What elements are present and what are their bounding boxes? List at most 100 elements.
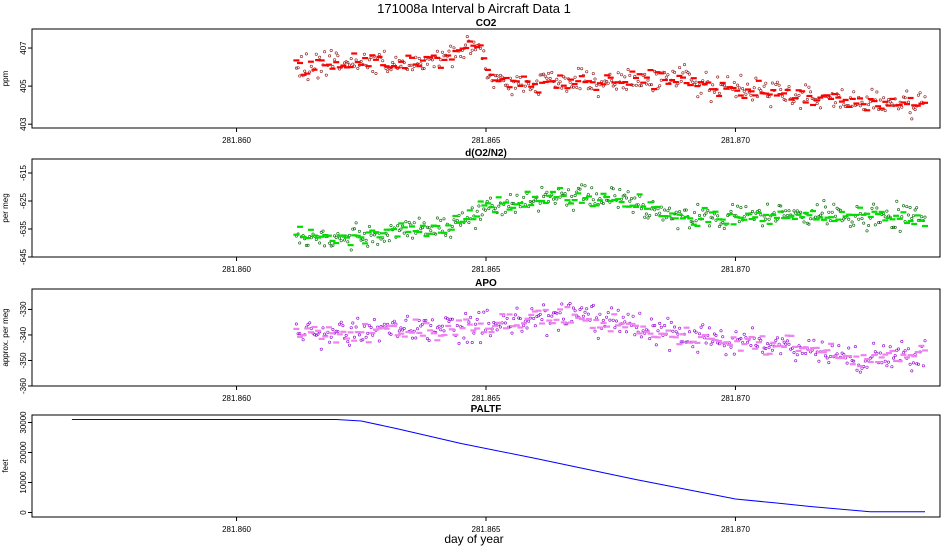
data-point (469, 315, 473, 319)
data-point (734, 330, 738, 334)
data-point (626, 190, 630, 194)
y-axis-label: feet (1, 459, 10, 473)
data-point (488, 196, 492, 200)
data-point (746, 82, 750, 86)
data-point (583, 184, 587, 188)
data-point (878, 98, 882, 102)
data-point (542, 72, 546, 76)
data-point (717, 225, 721, 229)
data-point (651, 324, 655, 328)
y-tick-label: -625 (19, 192, 28, 209)
data-point (556, 82, 560, 86)
data-point (610, 79, 614, 83)
data-point (908, 206, 912, 210)
data-point (464, 43, 468, 47)
data-point (774, 82, 778, 86)
data-point (485, 308, 489, 312)
data-point (369, 233, 373, 237)
data-point (590, 186, 594, 190)
data-point (598, 312, 602, 316)
data-point (580, 183, 584, 187)
data-point (369, 55, 373, 59)
data-point (449, 44, 453, 48)
data-point (921, 364, 925, 368)
data-point (611, 187, 615, 191)
data-point (329, 48, 333, 52)
data-point (908, 362, 912, 366)
data-point (575, 85, 579, 89)
x-tick-label: 281.870 (721, 394, 750, 403)
data-point (550, 71, 554, 75)
data-point (804, 83, 808, 87)
data-point (387, 239, 391, 243)
data-point (573, 75, 577, 79)
data-point (656, 86, 660, 90)
x-tick-label: 281.865 (472, 394, 501, 403)
data-point (762, 346, 766, 350)
data-point (691, 220, 695, 224)
data-point (905, 89, 909, 93)
data-point (779, 204, 783, 208)
y-tick-label: 407 (19, 41, 28, 55)
data-point (455, 323, 459, 327)
data-point (318, 55, 322, 59)
data-point (334, 235, 338, 239)
data-point (882, 344, 886, 348)
data-point (563, 192, 567, 196)
plot-frame (31, 158, 941, 258)
data-point (802, 220, 806, 224)
data-point (606, 311, 610, 315)
y-tick-label: -360 (19, 377, 28, 394)
data-point (304, 52, 308, 56)
data-point (857, 217, 861, 221)
data-point (591, 72, 595, 76)
data-point (319, 69, 323, 73)
data-point (477, 204, 481, 208)
data-point (551, 311, 555, 315)
data-point (386, 70, 390, 74)
data-point (392, 319, 396, 323)
data-point (449, 235, 453, 239)
y-tick-label: 403 (19, 117, 28, 131)
data-point (742, 89, 746, 93)
data-point (626, 68, 630, 72)
data-point (331, 327, 335, 331)
data-point (694, 80, 698, 84)
data-point (530, 307, 534, 311)
data-point (669, 217, 673, 221)
data-point (493, 206, 497, 210)
data-point (439, 328, 443, 332)
data-point (878, 220, 882, 224)
data-point (515, 193, 519, 197)
data-point (628, 73, 632, 77)
data-point (369, 325, 373, 329)
data-point (644, 212, 648, 216)
data-point (799, 210, 803, 214)
data-point (885, 209, 889, 213)
data-point (661, 218, 665, 222)
data-point (631, 83, 635, 87)
data-point (405, 234, 409, 238)
data-point (692, 211, 696, 215)
data-point (308, 321, 312, 325)
data-point (464, 311, 468, 315)
data-point (837, 93, 841, 97)
data-point (616, 308, 620, 312)
data-point (809, 217, 813, 221)
data-point (681, 71, 685, 75)
data-point (674, 330, 678, 334)
data-point (349, 248, 353, 252)
data-point (780, 94, 784, 98)
data-point (357, 333, 361, 337)
data-point (913, 208, 917, 212)
data-point (583, 310, 587, 314)
data-point (822, 199, 826, 203)
data-point (561, 317, 565, 321)
data-point (473, 48, 477, 52)
data-point (523, 319, 527, 323)
data-point (397, 329, 401, 333)
data-point (460, 211, 464, 215)
data-point (339, 320, 343, 324)
data-point (739, 206, 743, 210)
data-point (316, 76, 320, 80)
